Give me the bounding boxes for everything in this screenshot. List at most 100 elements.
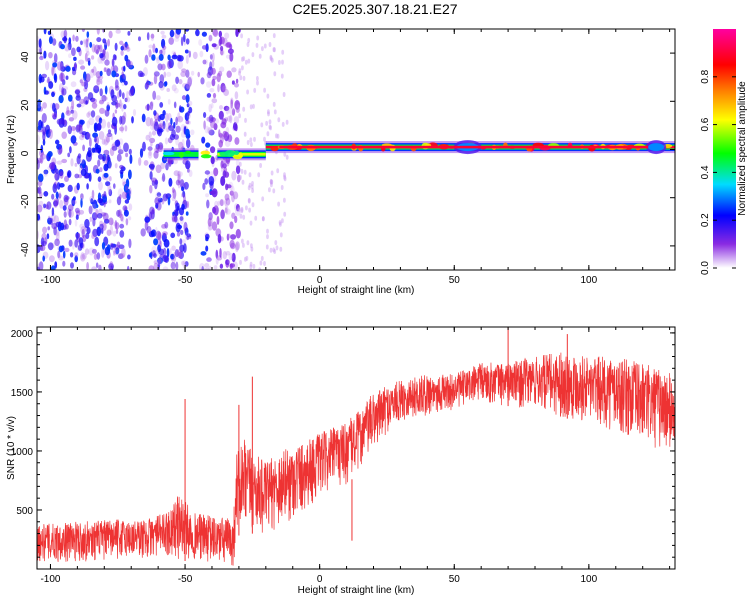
noise-speckle [176, 231, 181, 237]
noise-speckle [184, 83, 190, 92]
noise-speckle [199, 50, 204, 58]
noise-speckle [151, 54, 156, 61]
noise-speckle [159, 74, 165, 84]
noise-speckle [183, 221, 188, 232]
noise-speckle [220, 209, 225, 220]
noise-speckle [37, 158, 43, 164]
noise-speckle [248, 172, 252, 178]
noise-speckle [67, 125, 73, 135]
noise-speckle [185, 94, 190, 104]
noise-speckle [175, 125, 181, 133]
noise-speckle [37, 213, 41, 221]
noise-speckle [86, 37, 90, 42]
noise-speckle [235, 228, 241, 239]
noise-speckle [100, 118, 107, 129]
noise-speckle [268, 124, 272, 130]
noise-speckle [216, 215, 220, 225]
noise-speckle [201, 31, 207, 37]
noise-speckle [39, 76, 45, 83]
noise-speckle [210, 146, 216, 154]
noise-speckle [82, 39, 87, 44]
noise-speckle [60, 66, 66, 72]
noise-speckle [160, 162, 166, 170]
noise-speckle [80, 252, 85, 260]
noise-speckle [150, 141, 153, 147]
noise-speckle [108, 30, 113, 39]
carrier-blob [178, 151, 184, 158]
noise-speckle [54, 172, 60, 181]
noise-speckle [184, 112, 190, 121]
noise-speckle [205, 245, 209, 252]
noise-speckle [206, 81, 212, 88]
noise-speckle [128, 64, 135, 70]
noise-speckle [234, 215, 238, 224]
noise-speckle [119, 40, 124, 45]
noise-speckle [65, 110, 72, 116]
noise-speckle [225, 259, 230, 266]
noise-speckle [121, 178, 126, 185]
noise-speckle [242, 75, 246, 81]
noise-speckle [272, 188, 276, 194]
heatmap-x-tick-label: 100 [581, 275, 598, 286]
noise-speckle [99, 70, 103, 77]
noise-speckle [181, 239, 186, 244]
noise-speckle [74, 162, 78, 167]
heatmap-y-tick-label: 0 [20, 150, 31, 156]
noise-speckle [178, 105, 182, 113]
noise-speckle [192, 51, 198, 60]
noise-speckle [238, 161, 242, 167]
heatmap-y-tick-label: -20 [20, 194, 31, 209]
noise-speckle [88, 205, 93, 215]
noise-speckle [108, 267, 112, 270]
noise-speckle [67, 184, 73, 192]
noise-speckle [104, 59, 110, 66]
noise-speckle [121, 102, 124, 112]
noise-speckle [50, 265, 56, 270]
noise-speckle [97, 197, 103, 204]
noise-speckle [222, 130, 228, 138]
noise-speckle [177, 112, 181, 122]
noise-speckle [249, 104, 253, 110]
noise-speckle [91, 266, 97, 270]
noise-speckle [221, 167, 224, 173]
noise-speckle [200, 77, 205, 85]
noise-speckle [37, 101, 42, 109]
noise-speckle [81, 228, 85, 239]
noise-speckle [82, 144, 85, 152]
noise-speckle [239, 175, 242, 180]
noise-speckle [219, 263, 224, 269]
noise-speckle [98, 181, 103, 191]
noise-speckle [153, 260, 159, 265]
noise-speckle [40, 153, 47, 160]
noise-speckle [125, 185, 129, 191]
noise-speckle [121, 71, 124, 79]
noise-speckle [207, 217, 213, 227]
noise-speckle [229, 190, 234, 196]
noise-speckle [54, 238, 60, 247]
noise-speckle [107, 184, 111, 193]
noise-speckle [199, 263, 205, 270]
noise-speckle [97, 44, 101, 50]
noise-speckle [224, 207, 228, 214]
noise-speckle [205, 193, 210, 198]
noise-speckle [56, 160, 63, 165]
noise-speckle [275, 133, 278, 139]
noise-speckle [252, 103, 255, 109]
noise-speckle [147, 151, 153, 159]
noise-speckle [208, 103, 212, 113]
noise-speckle [251, 202, 255, 208]
noise-speckle [39, 154, 44, 164]
noise-speckle [162, 45, 167, 50]
noise-speckle [170, 253, 175, 260]
noise-speckle [87, 60, 91, 66]
noise-speckle [58, 255, 64, 261]
noise-speckle [90, 97, 96, 103]
noise-speckle [108, 199, 112, 204]
noise-speckle [110, 89, 115, 99]
noise-speckle [96, 37, 102, 43]
snr-x-tick-label: 0 [317, 574, 323, 585]
noise-speckle [58, 95, 64, 104]
noise-speckle [242, 242, 245, 248]
noise-speckle [89, 195, 95, 203]
noise-speckle [179, 214, 184, 225]
